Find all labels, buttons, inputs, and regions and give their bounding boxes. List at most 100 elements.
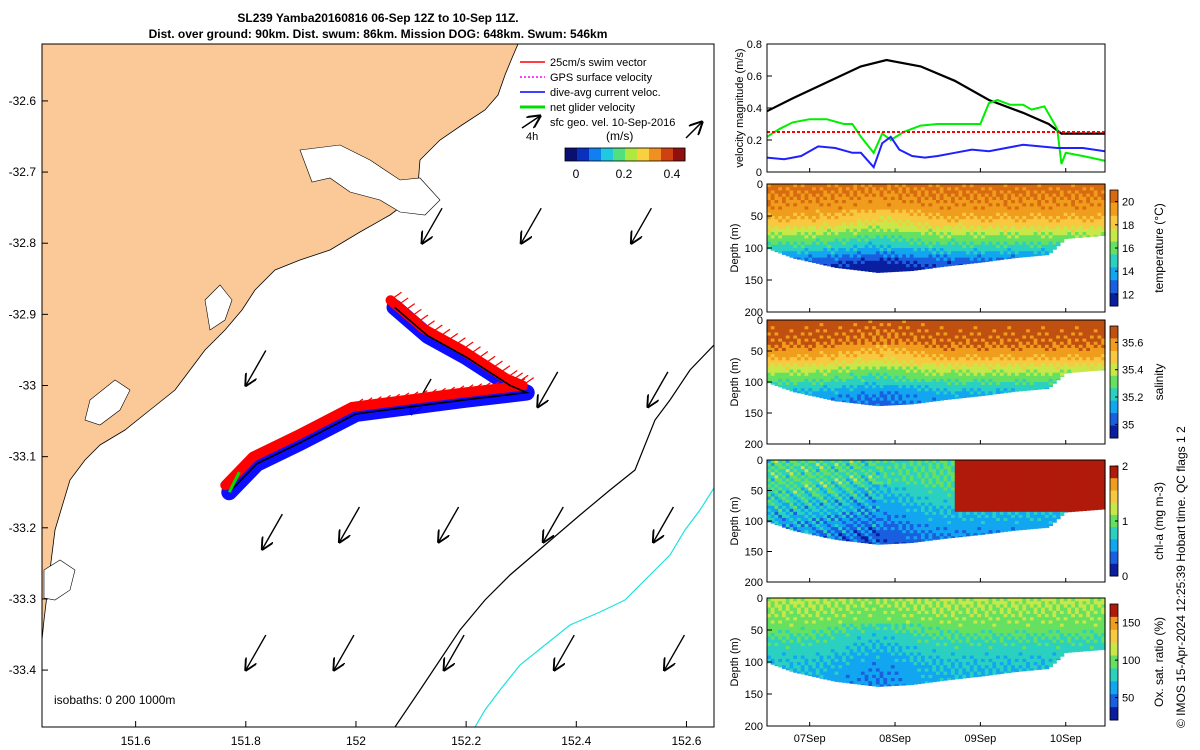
heatmap-cell bbox=[1052, 228, 1057, 233]
heatmap-cell bbox=[936, 385, 941, 389]
heatmap-cell bbox=[868, 378, 873, 383]
heatmap-cell bbox=[1029, 338, 1035, 343]
heatmap-cell bbox=[984, 257, 990, 262]
swim-vector bbox=[514, 378, 526, 387]
heatmap-cell bbox=[913, 232, 918, 236]
heatmap-cell bbox=[988, 184, 993, 188]
heatmap-cell bbox=[988, 219, 993, 223]
heatmap-cell bbox=[797, 375, 802, 380]
heatmap-cell bbox=[864, 206, 869, 211]
heatmap-cell bbox=[1048, 375, 1054, 380]
heatmap-cell bbox=[947, 206, 952, 211]
heatmap-colorbar-frame bbox=[1109, 325, 1119, 439]
heatmap-cell bbox=[1007, 323, 1012, 327]
heatmap-cell bbox=[936, 397, 941, 402]
heatmap-cell bbox=[1093, 225, 1099, 230]
heatmap-cell bbox=[830, 320, 836, 324]
heatmap-cell bbox=[1041, 341, 1046, 346]
heatmap-cell bbox=[853, 238, 858, 243]
heatmap-cell bbox=[857, 228, 862, 233]
heatmap-cell bbox=[845, 219, 851, 223]
heatmap-cell bbox=[939, 326, 945, 330]
figure-title-line-2: Dist. over ground: 90km. Dist. swum: 86k… bbox=[149, 27, 608, 41]
heatmap-cell bbox=[943, 391, 948, 395]
heatmap-cell bbox=[932, 341, 937, 346]
heatmap-cell bbox=[958, 244, 963, 249]
heatmap-cell bbox=[819, 360, 824, 364]
heatmap-cell bbox=[774, 475, 779, 479]
heatmap-cell bbox=[958, 193, 963, 198]
heatmap-cell bbox=[815, 232, 821, 236]
heatmap-cell bbox=[943, 388, 948, 392]
heatmap-cell bbox=[883, 260, 888, 265]
heatmap-cell bbox=[785, 484, 791, 489]
heatmap-cell bbox=[789, 187, 794, 191]
heatmap-cell bbox=[849, 241, 854, 246]
heatmap-cell bbox=[943, 385, 948, 389]
heatmap-cell bbox=[838, 235, 843, 239]
heatmap-cell bbox=[1011, 344, 1016, 349]
heatmap-cell bbox=[778, 496, 783, 501]
heatmap-cell bbox=[928, 357, 933, 361]
heatmap-cell bbox=[838, 338, 843, 343]
heatmap-cell bbox=[1063, 369, 1069, 374]
heatmap-cell bbox=[917, 209, 922, 214]
heatmap-cell bbox=[864, 212, 869, 217]
heatmap-cell bbox=[1067, 369, 1072, 374]
heatmap-cell bbox=[1018, 254, 1023, 258]
heatmap-cell bbox=[872, 397, 877, 402]
heatmap-cell bbox=[868, 212, 873, 217]
heatmap-cell bbox=[838, 212, 843, 217]
heatmap-cell bbox=[804, 184, 809, 188]
heatmap-cell bbox=[838, 354, 843, 358]
heatmap-cell bbox=[966, 338, 971, 343]
heatmap-cell bbox=[939, 354, 945, 358]
heatmap-cell bbox=[823, 382, 828, 386]
heatmap-cell bbox=[954, 241, 960, 246]
heatmap-cell bbox=[928, 196, 933, 201]
heatmap-cell bbox=[812, 184, 817, 188]
heatmap-cell bbox=[1052, 196, 1057, 201]
heatmap-cell bbox=[860, 257, 866, 262]
heatmap-cell bbox=[924, 257, 930, 262]
heatmap-cell bbox=[996, 357, 1001, 361]
heatmap-cell bbox=[999, 323, 1005, 327]
heatmap-cell bbox=[1026, 203, 1031, 207]
heatmap-cell bbox=[902, 351, 907, 355]
heatmap-cell bbox=[800, 521, 806, 525]
heatmap-cell bbox=[969, 235, 975, 239]
heatmap-cell bbox=[1022, 225, 1027, 230]
heatmap-cell bbox=[954, 329, 960, 333]
heatmap-cell bbox=[778, 187, 783, 191]
heatmap-cell bbox=[894, 323, 900, 327]
heatmap-cell bbox=[988, 391, 993, 395]
heatmap-cell bbox=[887, 400, 892, 405]
heatmap-cell bbox=[778, 369, 783, 374]
heatmap-cell bbox=[917, 354, 922, 358]
map-colorbar-swatch bbox=[673, 148, 686, 161]
heatmap-cell bbox=[857, 264, 862, 268]
heatmap-cell bbox=[1033, 187, 1038, 191]
heatmap-cell bbox=[789, 505, 794, 510]
heatmap-cell bbox=[936, 241, 941, 246]
heatmap-cell bbox=[992, 248, 997, 252]
heatmap-cell bbox=[920, 391, 926, 395]
heatmap-cell bbox=[890, 391, 896, 395]
heatmap-cell bbox=[868, 254, 873, 259]
heatmap-cell bbox=[778, 347, 783, 352]
heatmap-cell bbox=[943, 378, 948, 383]
heatmap-cell bbox=[883, 329, 888, 333]
heatmap-cell bbox=[996, 209, 1001, 214]
heatmap-cell bbox=[1026, 251, 1031, 255]
heatmap-cell bbox=[958, 363, 963, 368]
heatmap-cell bbox=[988, 251, 993, 255]
heatmap-cell bbox=[977, 248, 982, 252]
heatmap-cell bbox=[860, 326, 866, 330]
heatmap-cell bbox=[1052, 363, 1057, 368]
heatmap-cell bbox=[774, 338, 779, 343]
heatmap-cell bbox=[958, 235, 963, 239]
heatmap-cell bbox=[928, 388, 933, 392]
heatmap-cell bbox=[966, 251, 971, 255]
heatmap-cell bbox=[1089, 363, 1095, 368]
